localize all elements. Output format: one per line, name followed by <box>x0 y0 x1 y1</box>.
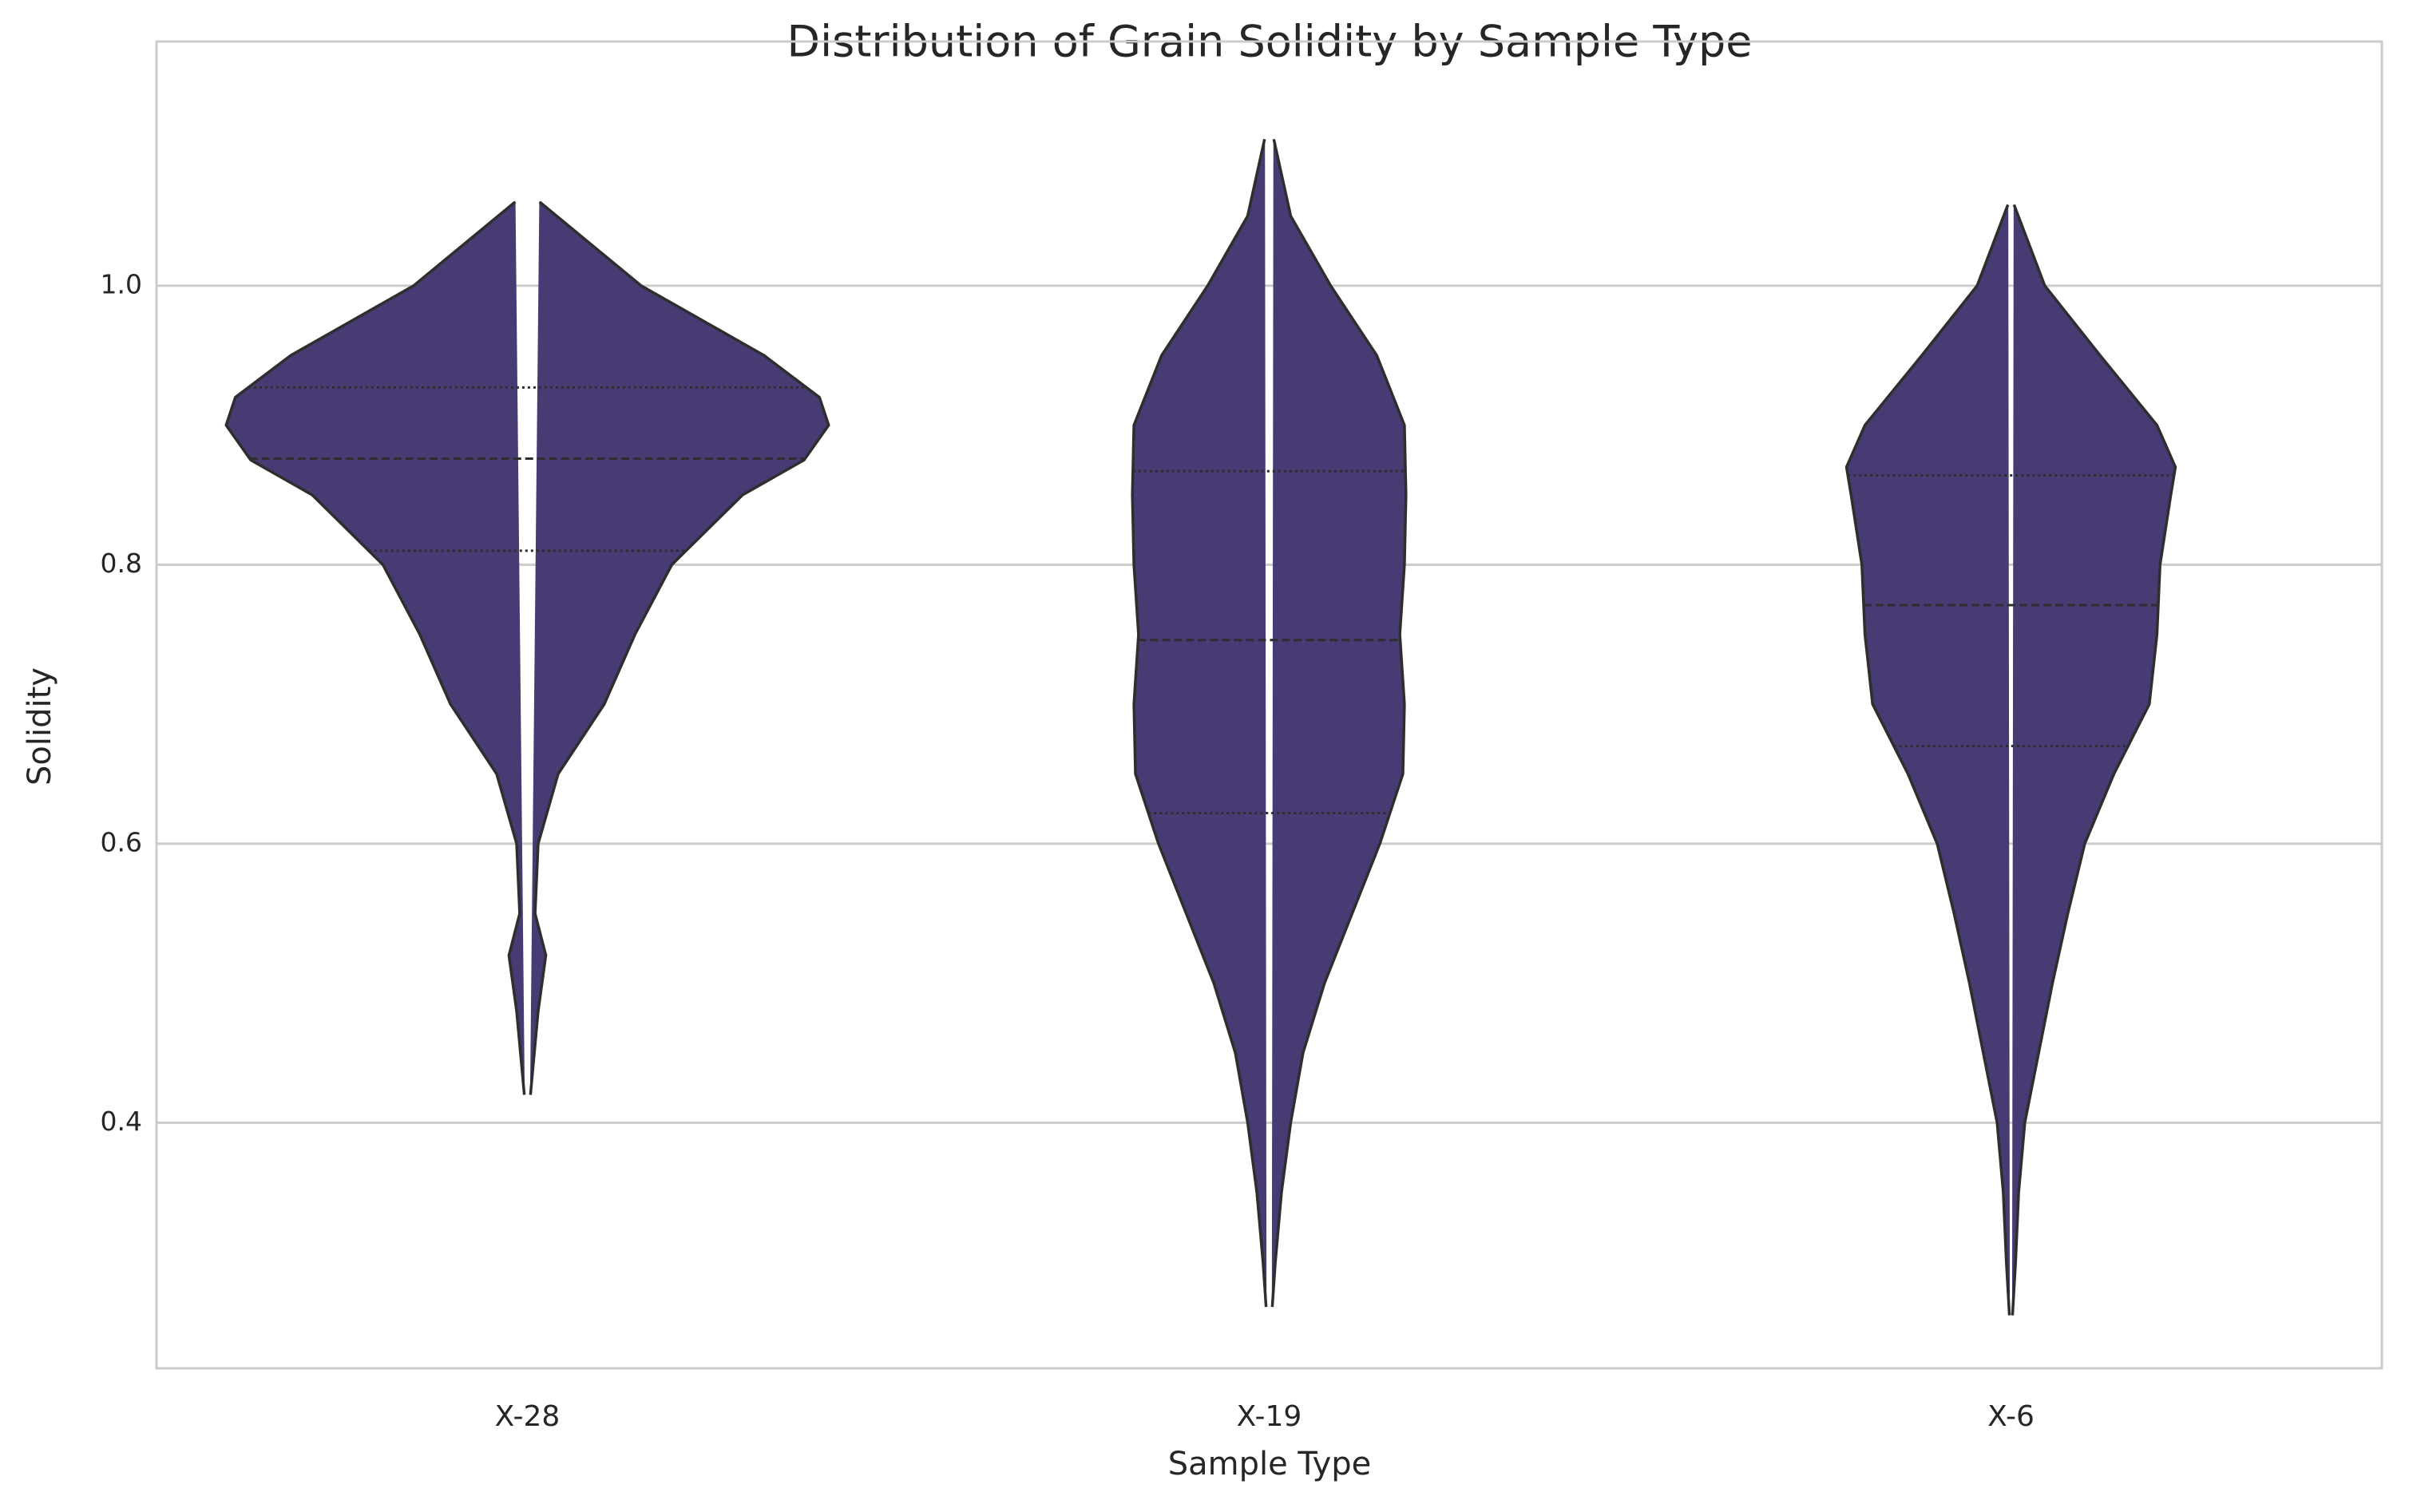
y-tick-label: 0.4 <box>101 1106 142 1137</box>
x-axis-label: Sample Type <box>1168 1446 1372 1482</box>
x-tick-label: X-19 <box>1237 1400 1302 1433</box>
violin-outline <box>2011 204 2177 1316</box>
y-axis-label: Solidity <box>22 667 58 786</box>
y-tick-label: 0.6 <box>101 826 142 857</box>
x-tick-label: X-6 <box>1987 1400 2035 1433</box>
violin-outline <box>1270 138 1408 1308</box>
violin-outline <box>224 200 526 1095</box>
x-tick-label: X-28 <box>495 1400 561 1433</box>
violin-outline <box>1131 138 1268 1308</box>
violin-outline <box>1844 204 2011 1316</box>
violin-outline <box>529 200 830 1095</box>
y-tick-label: 0.8 <box>101 548 142 579</box>
plot-frame <box>155 40 2383 1370</box>
y-tick-label: 1.0 <box>101 268 142 299</box>
